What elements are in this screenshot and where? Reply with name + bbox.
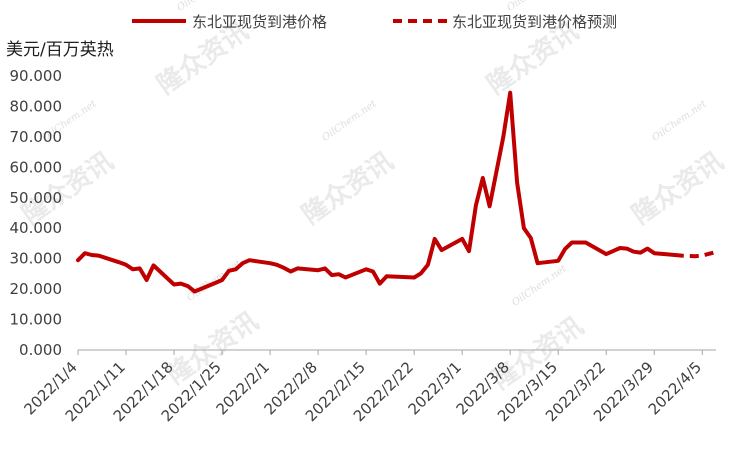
watermark-brand: 隆众资讯 bbox=[297, 146, 399, 230]
y-tick-label: 90.000 bbox=[10, 67, 63, 85]
y-axis-unit-label: 美元/百万英热 bbox=[6, 40, 114, 60]
series-line-actual bbox=[76, 90, 677, 294]
y-tick-label: 30.000 bbox=[10, 250, 63, 268]
series-layer bbox=[76, 90, 717, 294]
series-line-forecast bbox=[674, 250, 717, 259]
x-tick-label: 2022/4/5 bbox=[645, 358, 705, 418]
y-axis-ticks: 0.000 10.000 20.000 30.000 40.000 50.000 60.00… bbox=[10, 67, 63, 359]
watermark-site: OilChem.net bbox=[505, 0, 564, 14]
y-tick-label: 80.000 bbox=[10, 97, 63, 115]
y-tick-label: 0.000 bbox=[19, 341, 62, 359]
watermark-site: OilChem.net bbox=[650, 98, 709, 144]
watermark-site: OilChem.net bbox=[510, 263, 569, 309]
legend-label-actual: 东北亚现货到港价格 bbox=[192, 13, 327, 31]
y-tick-label: 20.000 bbox=[10, 280, 63, 298]
watermark-brand: 隆众资讯 bbox=[627, 146, 729, 230]
legend-label-forecast: 东北亚现货到港价格预测 bbox=[452, 13, 617, 31]
x-axis: 2022/1/42022/1/112022/1/182022/1/252022/… bbox=[20, 349, 716, 425]
legend: 东北亚现货到港价格 东北亚现货到港价格预测 bbox=[132, 13, 617, 31]
watermark-site: OilChem.net bbox=[320, 98, 379, 144]
y-tick-label: 70.000 bbox=[10, 128, 63, 146]
watermark-site: OilChem.net bbox=[185, 258, 244, 304]
y-tick-label: 40.000 bbox=[10, 219, 63, 237]
y-tick-label: 50.000 bbox=[10, 189, 63, 207]
watermark-site: OilChem.net bbox=[175, 0, 234, 14]
y-tick-label: 10.000 bbox=[10, 311, 63, 329]
y-tick-label: 60.000 bbox=[10, 158, 63, 176]
